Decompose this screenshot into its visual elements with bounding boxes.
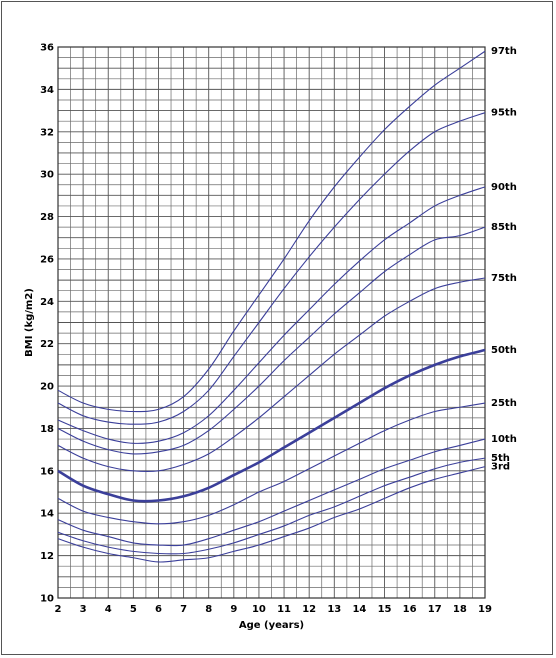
series-label-75th: 75th xyxy=(491,273,517,284)
y-tick-labels: 10 12 14 16 18 20 22 24 26 28 30 32 34 36 xyxy=(40,43,54,605)
y-tick-label: 22 xyxy=(40,339,54,350)
series-line-85th xyxy=(57,226,486,455)
series-line-90th xyxy=(57,186,486,444)
series-line-5th xyxy=(57,457,486,555)
y-tick-label: 34 xyxy=(40,85,54,96)
series-line-10th xyxy=(57,438,486,547)
grid xyxy=(57,46,486,599)
x-tick-label: 8 xyxy=(205,604,212,615)
x-tick-label: 3 xyxy=(80,604,87,615)
x-tick-label: 17 xyxy=(428,604,442,615)
series-line-95th xyxy=(57,112,486,425)
y-tick-label: 28 xyxy=(40,212,54,223)
series-line-75th xyxy=(57,277,486,473)
x-tick-label: 6 xyxy=(155,604,162,615)
y-tick-label: 30 xyxy=(40,170,54,181)
x-tick-label: 5 xyxy=(130,604,137,615)
series-label-10th: 10th xyxy=(491,434,517,445)
x-tick-label: 4 xyxy=(105,604,112,615)
series-label-50th: 50th xyxy=(491,345,517,356)
y-tick-label: 26 xyxy=(40,254,54,265)
series-line-97th xyxy=(57,50,486,413)
series-line-25th xyxy=(57,402,486,525)
plot-border xyxy=(57,46,486,599)
y-tick-label: 20 xyxy=(40,382,54,393)
y-tick-label: 32 xyxy=(40,127,54,138)
x-tick-label: 7 xyxy=(180,604,187,615)
series-label-5th: 5th xyxy=(491,453,510,464)
series-label-97th: 97th xyxy=(491,46,517,57)
x-tick-label: 10 xyxy=(252,604,266,615)
series-label-90th: 90th xyxy=(491,182,517,193)
x-tick-label: 11 xyxy=(277,604,291,615)
x-tick-label: 9 xyxy=(230,604,237,615)
series-label-3rd: 3rd xyxy=(491,462,510,473)
series-line-3rd xyxy=(57,466,486,563)
y-tick-label: 16 xyxy=(40,466,54,477)
series-line-50th xyxy=(57,348,486,503)
x-tick-label: 16 xyxy=(403,604,417,615)
x-tick-label: 15 xyxy=(378,604,392,615)
y-axis-label: BMI (kg/m2) xyxy=(24,288,35,357)
y-tick-label: 36 xyxy=(40,43,54,54)
x-axis-label: Age (years) xyxy=(239,620,304,631)
x-tick-label: 19 xyxy=(478,604,492,615)
x-tick-label: 2 xyxy=(55,604,62,615)
y-tick-label: 12 xyxy=(40,551,54,562)
x-tick-label: 13 xyxy=(327,604,341,615)
x-tick-label: 12 xyxy=(302,604,316,615)
y-tick-label: 10 xyxy=(40,594,54,605)
percentile-lines xyxy=(57,50,486,563)
series-label-25th: 25th xyxy=(491,398,517,409)
x-tick-label: 14 xyxy=(352,604,366,615)
y-tick-label: 14 xyxy=(40,509,54,520)
series-label-95th: 95th xyxy=(491,108,517,119)
series-label-85th: 85th xyxy=(491,222,517,233)
x-tick-label: 18 xyxy=(453,604,467,615)
x-tick-labels: 2 3 4 5 6 7 8 9 10 11 12 13 14 15 16 17 18 19 xyxy=(55,604,492,615)
y-tick-label: 18 xyxy=(40,424,54,435)
y-tick-label: 24 xyxy=(40,297,54,308)
